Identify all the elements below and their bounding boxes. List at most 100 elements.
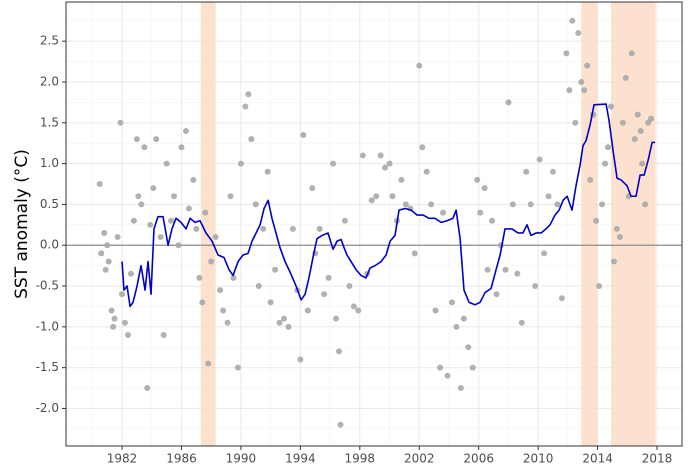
data-point xyxy=(350,303,357,310)
data-point xyxy=(572,119,579,126)
data-point xyxy=(563,50,570,57)
data-point xyxy=(297,356,304,363)
data-point xyxy=(509,201,516,208)
data-point xyxy=(440,209,447,216)
data-point xyxy=(178,144,185,151)
data-point xyxy=(578,78,585,85)
data-point xyxy=(616,234,623,241)
data-point xyxy=(208,258,215,265)
data-point xyxy=(248,136,255,143)
data-point xyxy=(622,74,629,81)
data-point xyxy=(276,319,283,326)
data-point xyxy=(569,17,576,24)
data-point xyxy=(135,193,142,200)
data-point xyxy=(102,266,109,273)
data-point xyxy=(419,144,426,151)
shaded-span xyxy=(610,2,656,446)
data-point xyxy=(489,217,496,224)
data-point xyxy=(493,291,500,298)
data-point xyxy=(481,185,488,192)
data-point xyxy=(160,332,167,338)
data-point xyxy=(554,201,561,208)
data-point xyxy=(402,201,409,208)
data-point xyxy=(98,250,105,257)
x-tick-label: 2018 xyxy=(642,452,673,466)
data-point xyxy=(117,119,124,126)
data-point xyxy=(532,283,539,290)
x-tick-label: 1994 xyxy=(285,452,316,466)
data-point xyxy=(150,185,157,192)
data-point xyxy=(398,176,405,183)
data-point xyxy=(325,274,332,281)
data-point xyxy=(130,217,137,224)
y-tick-label: 0.0 xyxy=(40,238,59,252)
data-point xyxy=(505,99,512,106)
data-point xyxy=(267,299,274,306)
data-point xyxy=(518,319,525,326)
data-point xyxy=(634,111,641,118)
data-point xyxy=(234,364,241,371)
data-point xyxy=(437,364,444,371)
data-point xyxy=(432,307,439,314)
data-point xyxy=(316,225,323,232)
data-point xyxy=(550,168,557,175)
data-point xyxy=(281,315,288,322)
data-point xyxy=(639,160,646,167)
data-point xyxy=(575,30,582,37)
data-point xyxy=(523,168,530,175)
data-point xyxy=(619,119,626,126)
panel-border xyxy=(65,1,683,447)
shaded-span xyxy=(581,2,598,446)
y-tick-label: 2.0 xyxy=(40,74,59,88)
data-point xyxy=(108,307,115,314)
data-point xyxy=(382,164,389,171)
data-point xyxy=(220,307,227,314)
data-point xyxy=(230,274,237,281)
data-point xyxy=(252,201,259,208)
data-point xyxy=(359,152,366,159)
data-point xyxy=(285,323,292,330)
y-axis-label: SST anomaly (°C) xyxy=(12,149,32,299)
data-point xyxy=(321,291,328,298)
data-point xyxy=(581,87,588,94)
data-point xyxy=(217,287,224,294)
data-point xyxy=(337,421,344,428)
data-point xyxy=(355,307,362,314)
data-point xyxy=(289,225,296,232)
data-point xyxy=(607,103,614,110)
y-tick-label: -2.0 xyxy=(36,401,59,415)
data-point xyxy=(224,319,231,326)
panel-background xyxy=(66,2,682,446)
data-point xyxy=(341,217,348,224)
y-tick-label: 2.5 xyxy=(40,34,59,48)
data-point xyxy=(416,62,423,69)
data-point xyxy=(637,127,644,134)
data-point xyxy=(593,217,600,224)
trend-line xyxy=(121,103,656,308)
data-point xyxy=(133,136,140,143)
data-point xyxy=(648,115,655,122)
data-point xyxy=(514,270,521,277)
y-tick-label: -0.5 xyxy=(36,279,59,293)
data-point xyxy=(242,103,249,110)
data-point xyxy=(545,193,552,200)
data-point xyxy=(389,193,396,200)
data-point xyxy=(373,193,380,200)
data-point xyxy=(631,136,638,143)
data-point xyxy=(202,209,209,216)
data-point xyxy=(171,193,178,200)
data-point xyxy=(124,332,131,338)
data-point xyxy=(604,144,611,151)
data-point xyxy=(527,201,534,208)
data-point xyxy=(558,295,565,302)
y-tick-label: 1.5 xyxy=(40,115,59,129)
data-point xyxy=(110,323,117,330)
data-point xyxy=(536,156,543,163)
data-point xyxy=(141,144,148,151)
data-point xyxy=(144,385,151,392)
data-point xyxy=(453,323,460,330)
x-tick-label: 2002 xyxy=(404,452,435,466)
x-tick-label: 2006 xyxy=(463,452,494,466)
shaded-span xyxy=(200,2,216,446)
plot-data xyxy=(96,17,656,428)
